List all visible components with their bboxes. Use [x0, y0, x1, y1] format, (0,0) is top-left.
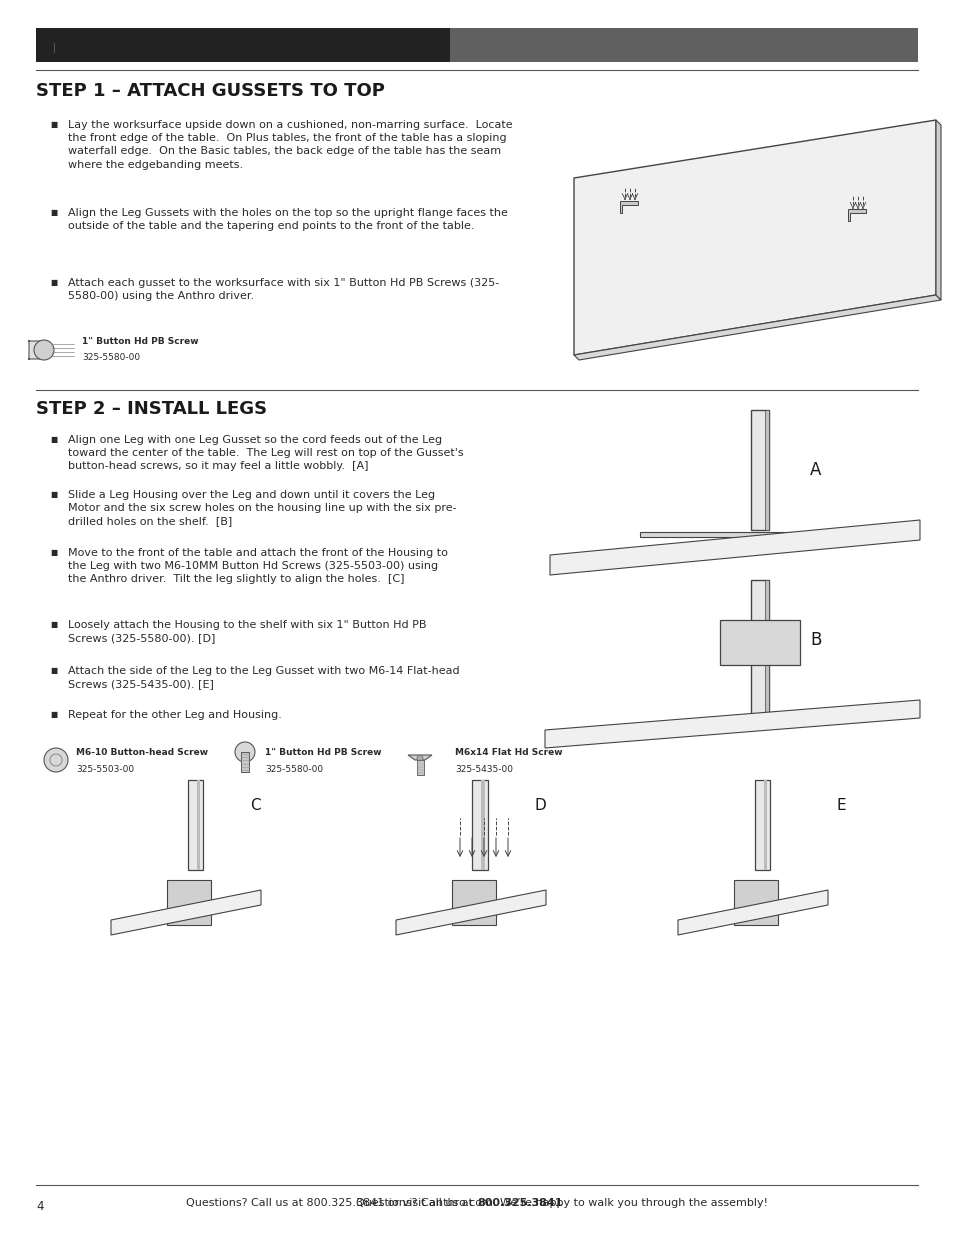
Text: Loosely attach the Housing to the shelf with six 1" Button Hd PB
Screws (325-558: Loosely attach the Housing to the shelf …: [68, 620, 426, 643]
Text: STEP 1 – ATTACH GUSSETS TO TOP: STEP 1 – ATTACH GUSSETS TO TOP: [36, 82, 384, 100]
Text: ■: ■: [50, 207, 57, 217]
Bar: [188, 781, 202, 869]
Text: Questions? Call us at: Questions? Call us at: [356, 1198, 476, 1208]
Polygon shape: [408, 755, 432, 760]
Bar: [416, 760, 423, 776]
Bar: [481, 781, 485, 869]
Text: STEP 2 – INSTALL LEGS: STEP 2 – INSTALL LEGS: [36, 400, 267, 417]
Bar: [36, 28, 450, 62]
Circle shape: [44, 748, 68, 772]
Text: ■: ■: [50, 710, 57, 719]
Text: ■: ■: [50, 490, 57, 499]
Circle shape: [234, 742, 254, 762]
Bar: [764, 580, 768, 720]
Bar: [720, 620, 800, 664]
Text: Repeat for the other Leg and Housing.: Repeat for the other Leg and Housing.: [68, 710, 281, 720]
Text: D: D: [535, 798, 546, 813]
Bar: [241, 752, 249, 772]
Polygon shape: [619, 200, 638, 212]
Text: 4: 4: [36, 1200, 44, 1213]
Bar: [452, 881, 496, 925]
Polygon shape: [550, 520, 919, 576]
Circle shape: [416, 755, 422, 761]
Text: M6x14 Flat Hd Screw: M6x14 Flat Hd Screw: [455, 748, 562, 757]
Text: Questions? Call us at 800.325.3841 or visit anthro.com. We’re happy to walk you : Questions? Call us at 800.325.3841 or vi…: [186, 1198, 767, 1208]
Text: Attach each gusset to the worksurface with six 1" Button Hd PB Screws (325-
5580: Attach each gusset to the worksurface wi…: [68, 278, 498, 301]
Bar: [450, 28, 917, 62]
Text: Align one Leg with one Leg Gusset so the cord feeds out of the Leg
toward the ce: Align one Leg with one Leg Gusset so the…: [68, 435, 463, 472]
Text: ■: ■: [50, 620, 57, 629]
Circle shape: [34, 340, 54, 359]
Text: A: A: [809, 461, 821, 479]
Polygon shape: [574, 295, 940, 359]
Text: Lay the worksurface upside down on a cushioned, non-marring surface.  Locate
the: Lay the worksurface upside down on a cus…: [68, 120, 512, 169]
Text: E: E: [836, 798, 845, 813]
Bar: [733, 881, 778, 925]
Text: 325-5503-00: 325-5503-00: [76, 764, 134, 774]
Bar: [167, 881, 211, 925]
Bar: [472, 781, 487, 869]
Bar: [750, 580, 768, 720]
Polygon shape: [935, 120, 940, 300]
Bar: [762, 781, 766, 869]
Text: Align the Leg Gussets with the holes on the top so the upright flange faces the
: Align the Leg Gussets with the holes on …: [68, 207, 507, 231]
Text: ■: ■: [50, 666, 57, 676]
Polygon shape: [678, 890, 827, 935]
Text: 325-5580-00: 325-5580-00: [82, 353, 140, 362]
Text: Move to the front of the table and attach the front of the Housing to
the Leg wi: Move to the front of the table and attac…: [68, 548, 447, 584]
Bar: [754, 781, 769, 869]
Text: 1" Button Hd PB Screw: 1" Button Hd PB Screw: [82, 337, 198, 346]
Polygon shape: [544, 700, 919, 748]
Text: 1" Button Hd PB Screw: 1" Button Hd PB Screw: [265, 748, 381, 757]
Text: ■: ■: [50, 548, 57, 557]
Text: C: C: [250, 798, 260, 813]
Bar: [639, 532, 840, 537]
Polygon shape: [574, 120, 935, 354]
Text: M6-10 Button-head Screw: M6-10 Button-head Screw: [76, 748, 208, 757]
Text: ■: ■: [50, 435, 57, 445]
Bar: [764, 410, 768, 530]
Text: Slide a Leg Housing over the Leg and down until it covers the Leg
Motor and the : Slide a Leg Housing over the Leg and dow…: [68, 490, 456, 526]
Text: B: B: [809, 631, 821, 650]
Text: ■: ■: [50, 120, 57, 128]
Text: 325-5435-00: 325-5435-00: [455, 764, 513, 774]
Text: 800.325.3841: 800.325.3841: [476, 1198, 562, 1208]
Polygon shape: [847, 210, 865, 221]
Bar: [196, 781, 200, 869]
FancyBboxPatch shape: [28, 340, 46, 359]
Polygon shape: [395, 890, 545, 935]
Text: ■: ■: [50, 278, 57, 287]
Bar: [750, 410, 768, 530]
Polygon shape: [111, 890, 261, 935]
Text: 325-5580-00: 325-5580-00: [265, 764, 323, 774]
Text: Attach the side of the Leg to the Leg Gusset with two M6-14 Flat-head
Screws (32: Attach the side of the Leg to the Leg Gu…: [68, 666, 459, 689]
